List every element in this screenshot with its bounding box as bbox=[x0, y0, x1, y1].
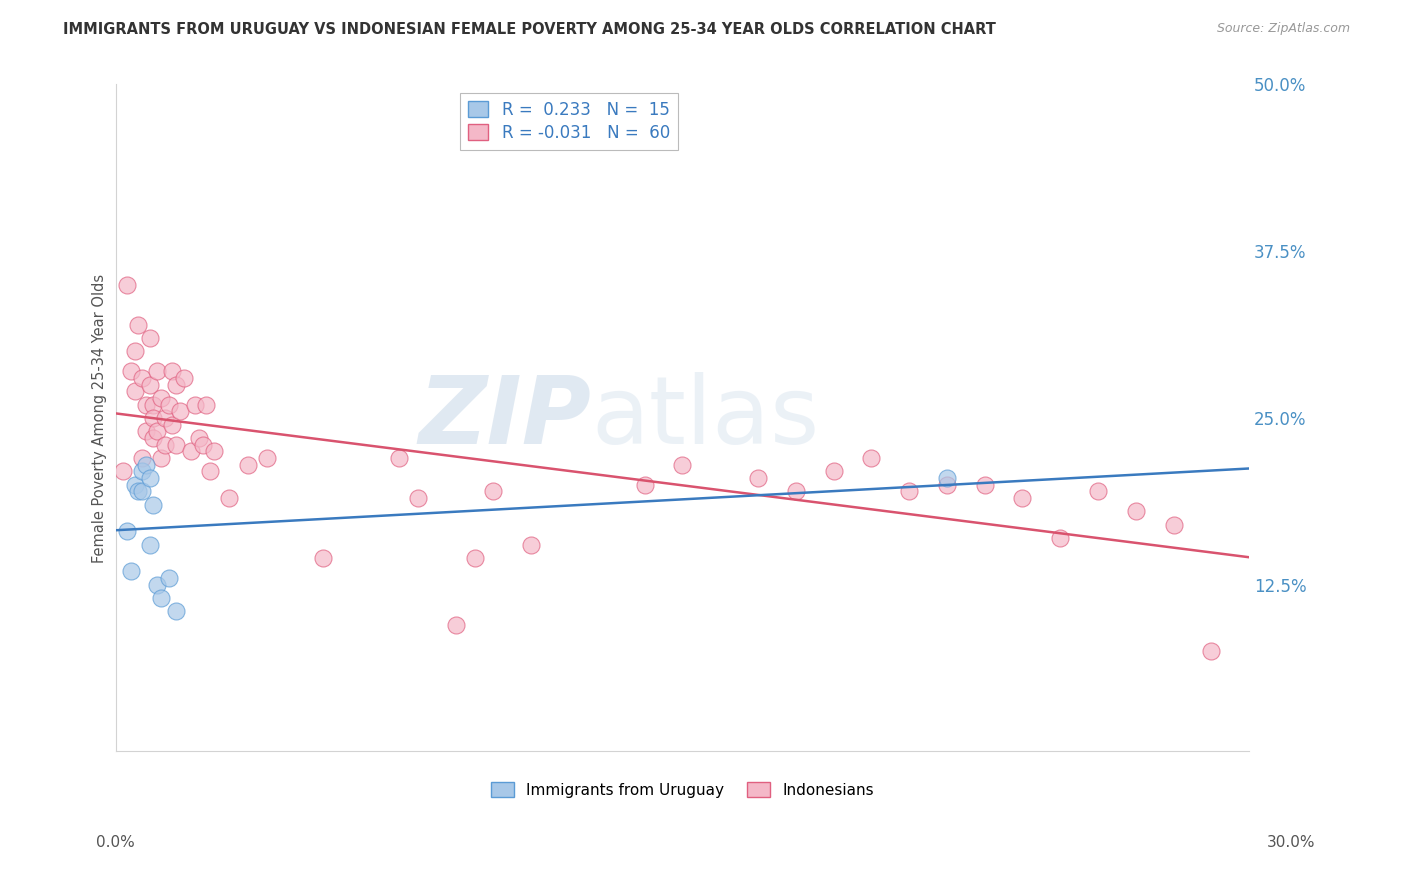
Point bbox=[202, 444, 225, 458]
Point bbox=[142, 411, 165, 425]
Point bbox=[482, 484, 505, 499]
Point bbox=[198, 464, 221, 478]
Point bbox=[388, 450, 411, 465]
Point bbox=[935, 471, 957, 485]
Point bbox=[146, 364, 169, 378]
Point bbox=[131, 464, 153, 478]
Point bbox=[138, 377, 160, 392]
Point bbox=[150, 391, 173, 405]
Point bbox=[142, 398, 165, 412]
Text: IMMIGRANTS FROM URUGUAY VS INDONESIAN FEMALE POVERTY AMONG 25-34 YEAR OLDS CORRE: IMMIGRANTS FROM URUGUAY VS INDONESIAN FE… bbox=[63, 22, 995, 37]
Point bbox=[312, 551, 335, 566]
Point bbox=[169, 404, 191, 418]
Point bbox=[165, 437, 187, 451]
Point bbox=[973, 477, 995, 491]
Point bbox=[256, 450, 278, 465]
Point bbox=[860, 450, 883, 465]
Point bbox=[146, 578, 169, 592]
Point bbox=[1201, 644, 1223, 658]
Point bbox=[1011, 491, 1033, 505]
Point bbox=[135, 425, 157, 439]
Point bbox=[146, 425, 169, 439]
Point bbox=[671, 458, 693, 472]
Point bbox=[120, 364, 142, 378]
Point bbox=[138, 538, 160, 552]
Point bbox=[115, 277, 138, 292]
Point bbox=[195, 398, 218, 412]
Point bbox=[162, 364, 184, 378]
Point bbox=[127, 484, 149, 499]
Point bbox=[138, 471, 160, 485]
Point bbox=[131, 371, 153, 385]
Point bbox=[785, 484, 807, 499]
Legend: Immigrants from Uruguay, Indonesians: Immigrants from Uruguay, Indonesians bbox=[485, 776, 880, 804]
Point bbox=[157, 398, 180, 412]
Point bbox=[127, 318, 149, 332]
Point bbox=[444, 617, 467, 632]
Text: atlas: atlas bbox=[592, 372, 820, 464]
Point bbox=[120, 565, 142, 579]
Point bbox=[131, 484, 153, 499]
Point bbox=[157, 571, 180, 585]
Point bbox=[747, 471, 769, 485]
Point bbox=[1087, 484, 1109, 499]
Point bbox=[823, 464, 845, 478]
Point bbox=[162, 417, 184, 432]
Point bbox=[187, 431, 209, 445]
Point bbox=[124, 344, 146, 359]
Point bbox=[633, 477, 655, 491]
Point bbox=[153, 411, 176, 425]
Point bbox=[191, 437, 214, 451]
Y-axis label: Female Poverty Among 25-34 Year Olds: Female Poverty Among 25-34 Year Olds bbox=[93, 273, 107, 563]
Point bbox=[1049, 531, 1071, 545]
Point bbox=[898, 484, 921, 499]
Point bbox=[142, 498, 165, 512]
Point bbox=[112, 464, 135, 478]
Point bbox=[1125, 504, 1147, 518]
Point bbox=[1163, 517, 1185, 532]
Point bbox=[180, 444, 202, 458]
Point bbox=[165, 377, 187, 392]
Point bbox=[150, 591, 173, 605]
Point bbox=[138, 331, 160, 345]
Point bbox=[124, 477, 146, 491]
Text: 0.0%: 0.0% bbox=[96, 836, 135, 850]
Point bbox=[131, 450, 153, 465]
Point bbox=[142, 431, 165, 445]
Point bbox=[218, 491, 240, 505]
Point bbox=[150, 450, 173, 465]
Point bbox=[135, 398, 157, 412]
Text: ZIP: ZIP bbox=[419, 372, 592, 464]
Point bbox=[124, 384, 146, 399]
Point bbox=[153, 437, 176, 451]
Point bbox=[184, 398, 207, 412]
Point bbox=[173, 371, 195, 385]
Point bbox=[115, 524, 138, 539]
Point bbox=[236, 458, 259, 472]
Point bbox=[935, 477, 957, 491]
Point bbox=[464, 551, 486, 566]
Text: Source: ZipAtlas.com: Source: ZipAtlas.com bbox=[1216, 22, 1350, 36]
Point bbox=[165, 604, 187, 618]
Point bbox=[520, 538, 543, 552]
Text: 30.0%: 30.0% bbox=[1267, 836, 1315, 850]
Point bbox=[135, 458, 157, 472]
Point bbox=[406, 491, 429, 505]
